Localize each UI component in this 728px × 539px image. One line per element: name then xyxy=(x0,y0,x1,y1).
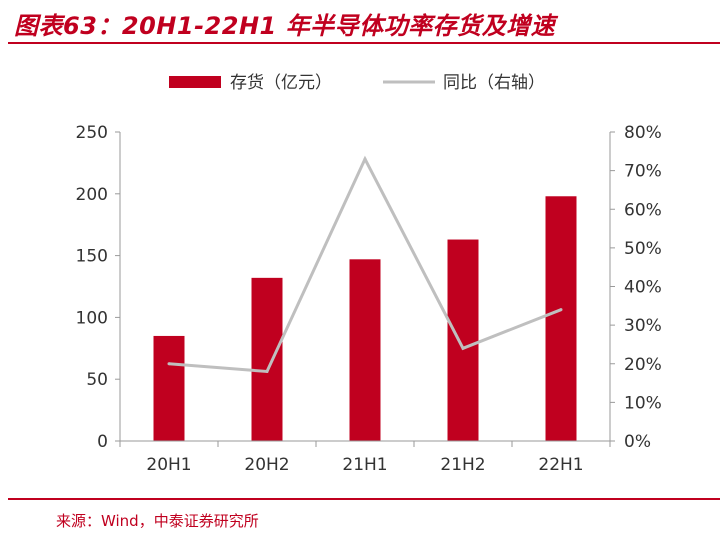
left-axis-tick-label: 50 xyxy=(86,370,108,390)
bar-20H2 xyxy=(251,277,283,441)
left-axis-tick-label: 250 xyxy=(76,123,108,143)
source-note: 来源：Wind，中泰证券研究所 xyxy=(56,512,259,530)
right-axis-tick-label: 0% xyxy=(624,432,651,452)
left-axis-tick-label: 200 xyxy=(76,185,108,205)
yoy-point-20H2 xyxy=(265,369,269,373)
right-axis-tick-label: 60% xyxy=(624,200,662,220)
right-axis-tick-label: 20% xyxy=(624,355,662,375)
right-axis-tick-label: 50% xyxy=(624,239,662,259)
bar-21H1 xyxy=(349,259,381,441)
right-axis-tick-label: 70% xyxy=(624,162,662,182)
figure-title: 图表63：20H1-22H1 年半导体功率存货及增速 xyxy=(14,12,556,40)
yoy-point-21H2 xyxy=(461,346,465,350)
x-axis: 20H1 20H2 21H1 21H2 22H1 xyxy=(119,440,611,475)
right-axis-tick-label: 40% xyxy=(624,278,662,298)
x-axis-tick-label: 21H2 xyxy=(440,455,485,475)
left-axis-tick-label: 100 xyxy=(76,308,108,328)
chart: 存货（亿元） 同比（右轴） 0 50 100 150 200 250 0% 10% 20% 30%… xyxy=(76,73,662,475)
x-axis-tick-label: 22H1 xyxy=(538,455,583,475)
yoy-point-22H1 xyxy=(559,308,563,312)
right-axis: 0% 10% 20% 30% 40% 50% 60% 70% 80% xyxy=(609,123,662,452)
bar-21H2 xyxy=(447,239,479,441)
legend-bar-swatch xyxy=(169,76,221,88)
x-axis-tick-label: 20H2 xyxy=(244,455,289,475)
right-axis-tick-label: 30% xyxy=(624,316,662,336)
title-divider xyxy=(8,42,720,44)
legend-line-label: 同比（右轴） xyxy=(443,73,545,93)
bar-20H1 xyxy=(153,335,185,441)
right-axis-tick-label: 10% xyxy=(624,393,662,413)
right-axis-tick-label: 80% xyxy=(624,123,662,143)
left-axis-tick-label: 0 xyxy=(97,432,108,452)
bar-22H1 xyxy=(545,196,577,441)
yoy-point-21H1 xyxy=(363,157,367,161)
bar-series xyxy=(153,196,577,441)
source-divider xyxy=(8,498,720,500)
left-axis: 0 50 100 150 200 250 xyxy=(76,123,121,452)
line-series xyxy=(167,155,563,374)
legend: 存货（亿元） 同比（右轴） xyxy=(169,73,545,93)
x-axis-tick-label: 20H1 xyxy=(146,455,191,475)
legend-bar-label: 存货（亿元） xyxy=(230,73,332,93)
yoy-point-20H1 xyxy=(167,362,171,366)
left-axis-tick-label: 150 xyxy=(76,247,108,267)
x-axis-tick-label: 21H1 xyxy=(342,455,387,475)
